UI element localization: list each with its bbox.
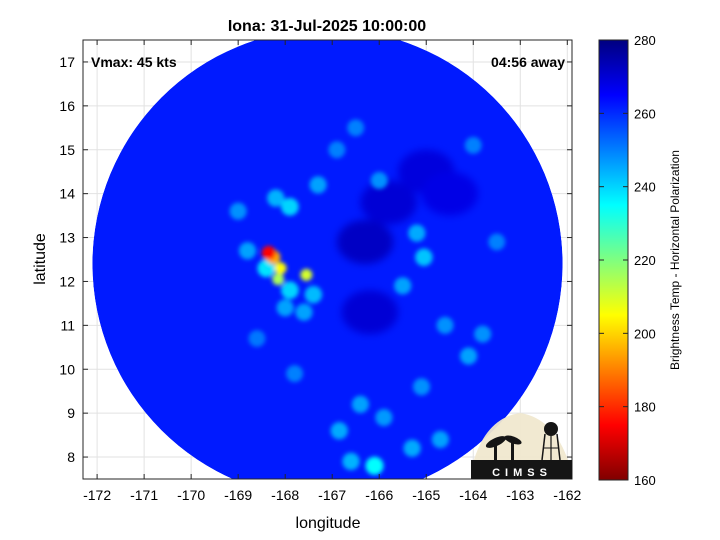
colorbar-tick-label: 280 <box>634 33 656 48</box>
x-tick-label: -167 <box>318 487 346 503</box>
y-tick-label: 9 <box>67 405 75 421</box>
swath <box>92 40 563 479</box>
tb-feature <box>403 439 421 457</box>
vmax-label: Vmax: 45 kts <box>91 54 177 70</box>
tb-feature <box>300 268 313 281</box>
colorbar-tick-label: 160 <box>634 473 656 488</box>
axes-frame <box>82 39 573 480</box>
tb-feature <box>276 299 294 317</box>
cold-patch <box>360 180 417 225</box>
tb-feature <box>304 285 323 304</box>
colorbar-label: Brightness Temp - Horizontal Polarizatio… <box>668 150 682 370</box>
tb-feature <box>488 233 506 251</box>
cold-patch <box>341 290 399 335</box>
tb-feature <box>394 277 412 295</box>
y-tick-label: 11 <box>60 317 75 333</box>
chart-title: Iona: 31-Jul-2025 10:00:00 <box>228 18 426 35</box>
colorbar-tick-label: 180 <box>634 400 656 415</box>
tb-feature <box>248 330 266 347</box>
tb-feature <box>415 248 433 267</box>
tb-feature <box>431 430 449 449</box>
x-tick-label: -172 <box>83 487 111 503</box>
tb-feature <box>330 422 348 440</box>
x-tick-label: -162 <box>553 487 581 503</box>
tb-feature <box>412 378 431 396</box>
y-tick-label: 12 <box>59 273 75 289</box>
y-tick-label: 10 <box>59 361 75 377</box>
cold-patch <box>336 219 394 264</box>
colorbar-tick-label: 260 <box>634 106 656 121</box>
colorbar-tick-label: 220 <box>634 253 656 268</box>
x-tick-label: -165 <box>412 487 440 503</box>
tb-feature <box>295 303 313 321</box>
x-tick-label: -168 <box>271 487 299 503</box>
swath-features <box>229 119 506 475</box>
y-tick-label: 8 <box>67 449 75 465</box>
time-away-label: 04:56 away <box>491 54 565 70</box>
x-tick-label: -171 <box>130 487 158 503</box>
tb-feature <box>351 395 370 413</box>
swath-background <box>92 40 563 479</box>
tb-feature <box>408 224 426 242</box>
y-tick-labels: 8 9 10 11 12 13 14 15 16 17 <box>59 54 75 465</box>
tb-feature <box>272 273 285 286</box>
tb-feature <box>370 171 388 190</box>
tb-feature <box>342 452 360 471</box>
x-tick-label: -166 <box>365 487 393 503</box>
tb-feature <box>286 365 304 383</box>
x-tick-label: -164 <box>459 487 487 503</box>
swath-cold-patches <box>336 149 478 335</box>
cimss-logo-text: CIMSS <box>492 467 552 479</box>
cimss-logo: CIMSS <box>471 413 572 479</box>
y-tick-label: 15 <box>59 142 75 158</box>
tb-feature <box>238 242 257 260</box>
tb-feature <box>267 189 285 207</box>
y-tick-label: 14 <box>59 186 75 202</box>
tb-feature <box>375 408 393 427</box>
tb-feature <box>281 281 299 300</box>
tb-feature <box>309 176 327 194</box>
colorbar-tick-label: 240 <box>634 180 656 195</box>
y-tick-label: 16 <box>59 98 75 114</box>
colorbar-ticks: 160 180 200 220 240 260 280 <box>599 33 656 488</box>
x-axis-label: longitude <box>296 515 361 532</box>
tb-feature <box>436 316 454 334</box>
tb-feature <box>347 119 365 137</box>
x-tick-label: -170 <box>177 487 205 503</box>
tb-feature <box>229 202 247 220</box>
y-tick-label: 13 <box>59 230 75 246</box>
tb-feature <box>474 325 492 343</box>
axis-ticks <box>83 40 572 479</box>
x-tick-label: -169 <box>224 487 252 503</box>
tb-feature <box>459 347 478 365</box>
tb-feature <box>365 456 384 475</box>
y-axis-label: latitude <box>32 233 49 285</box>
tb-feature <box>261 245 276 260</box>
tb-feature <box>274 262 287 275</box>
colorbar-tick-label: 200 <box>634 326 656 341</box>
tb-feature <box>464 136 482 154</box>
x-tick-label: -163 <box>506 487 534 503</box>
y-tick-label: 17 <box>59 54 75 70</box>
tb-feature <box>328 141 346 159</box>
tb-feature <box>281 197 299 216</box>
cold-patch <box>421 171 478 216</box>
x-tick-labels: -172 -171 -170 -169 -168 -167 -166 -165 -164 -163… <box>83 487 581 503</box>
